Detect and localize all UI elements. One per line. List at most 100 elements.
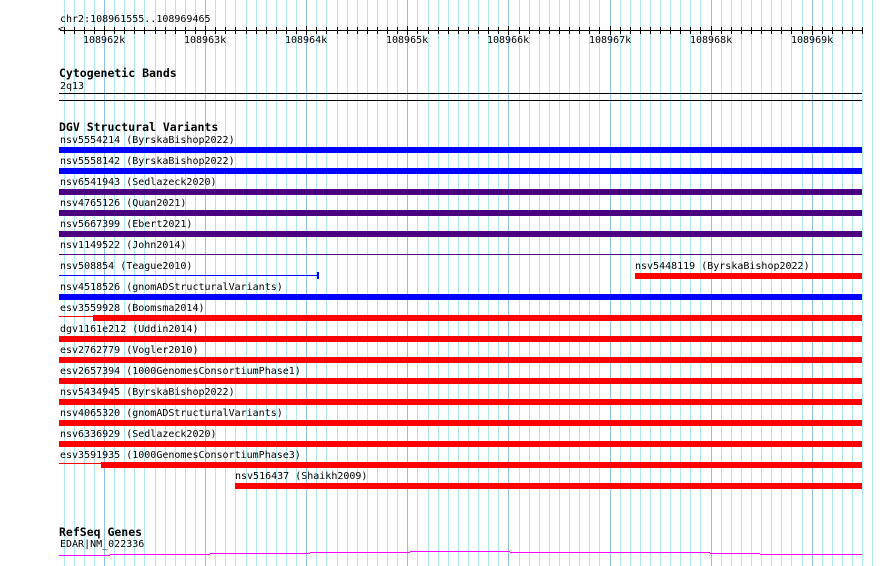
variant-bar[interactable] [59,275,318,276]
grid-line [731,0,732,566]
ruler-tick [822,27,823,34]
grid-line [498,0,499,566]
ruler-tick [417,27,418,34]
ruler-tick [721,27,722,34]
ruler-tick [579,27,580,34]
ruler-tick [104,26,105,35]
track-divider [59,100,862,101]
variant-bar[interactable] [59,147,862,153]
ruler-tick [802,27,803,34]
grid-line [650,0,651,566]
ruler-tick [781,27,782,34]
grid-line [256,0,257,566]
variant-bar[interactable] [93,315,862,321]
variant-bar[interactable] [59,463,101,464]
grid-line [488,0,489,566]
variant-bar[interactable] [635,273,862,279]
grid-line [781,0,782,566]
ruler-tick [640,27,641,34]
grid-line [508,0,509,566]
ruler-tick [771,27,772,34]
grid-line [478,0,479,566]
variant-bar[interactable] [59,336,862,342]
grid-line [377,0,378,566]
ruler-tick [114,27,115,34]
variant-bar[interactable] [317,272,319,279]
gene-label: EDAR|NM_022336 [60,539,145,550]
variant-bar[interactable] [59,231,862,237]
variant-bar[interactable] [59,210,862,216]
grid-line [569,0,570,566]
ruler-tick [832,27,833,34]
grid-line [367,0,368,566]
ruler-tick [498,27,499,34]
ruler-tick [286,27,287,34]
ruler-tick [387,27,388,34]
ruler-tick [246,27,247,34]
grid-line [599,0,600,566]
variant-bar[interactable] [59,168,862,174]
ruler-tick [124,27,125,34]
ruler-tick [620,27,621,34]
grid-line [165,0,166,566]
scroll-left-arrow-icon[interactable]: < [58,24,65,35]
grid-line [812,0,813,566]
ruler-tick [266,27,267,34]
ruler-tick [731,27,732,34]
ruler-tick [438,27,439,34]
variant-label: nsv5558142 (ByrskaBishop2022) [60,156,235,167]
variant-bar[interactable] [59,254,862,255]
ruler-tick [599,27,600,34]
variant-bar[interactable] [59,316,93,317]
grid-line [74,0,75,566]
grid-line [124,0,125,566]
variant-bar[interactable] [59,189,862,195]
track-title-dgv: DGV Structural Variants [59,120,219,134]
grid-line [114,0,115,566]
ruler-tick-label: 108962k [83,35,126,46]
ruler-tick [488,27,489,34]
ruler-tick [670,27,671,34]
variant-bar[interactable] [101,462,862,468]
ruler-tick [842,27,843,34]
grid-line [660,0,661,566]
variant-label: nsv1149522 (John2014) [60,240,187,251]
cytoband-feature[interactable] [59,93,862,94]
grid-line [266,0,267,566]
ruler-tick [185,27,186,34]
variant-bar[interactable] [59,357,862,363]
ruler-tick [367,27,368,34]
ruler-tick [337,27,338,34]
ruler-tick [751,27,752,34]
grid-line [771,0,772,566]
variant-label: nsv5434945 (ByrskaBishop2022) [60,387,235,398]
ruler-tick [326,27,327,34]
variant-label: esv3559928 (Boomsma2014) [60,303,205,314]
grid-line [205,0,206,566]
ruler-tick [175,27,176,34]
variant-bar[interactable] [59,441,862,447]
ruler-axis [60,30,862,31]
ruler-tick [610,26,611,35]
grid-line [761,0,762,566]
grid-line [670,0,671,566]
grid-line [640,0,641,566]
ruler-tick [296,27,297,34]
grid-line [529,0,530,566]
grid-line [549,0,550,566]
grid-line [387,0,388,566]
variant-bar[interactable] [59,420,862,426]
grid-line [872,0,873,566]
variant-bar[interactable] [59,294,862,300]
variant-label: nsv4065320 (gnomADStructuralVariants) [60,408,283,419]
variant-bar[interactable] [59,399,862,405]
grid-line [94,0,95,566]
variant-bar[interactable] [59,378,862,384]
ruler-tick [397,27,398,34]
variant-bar[interactable] [235,483,862,489]
ruler-tick [650,27,651,34]
grid-line [195,0,196,566]
variant-label: esv2657394 (1000GenomesConsortiumPhase1) [60,366,301,377]
ruler-tick [700,27,701,34]
ruler-tick [64,27,65,34]
